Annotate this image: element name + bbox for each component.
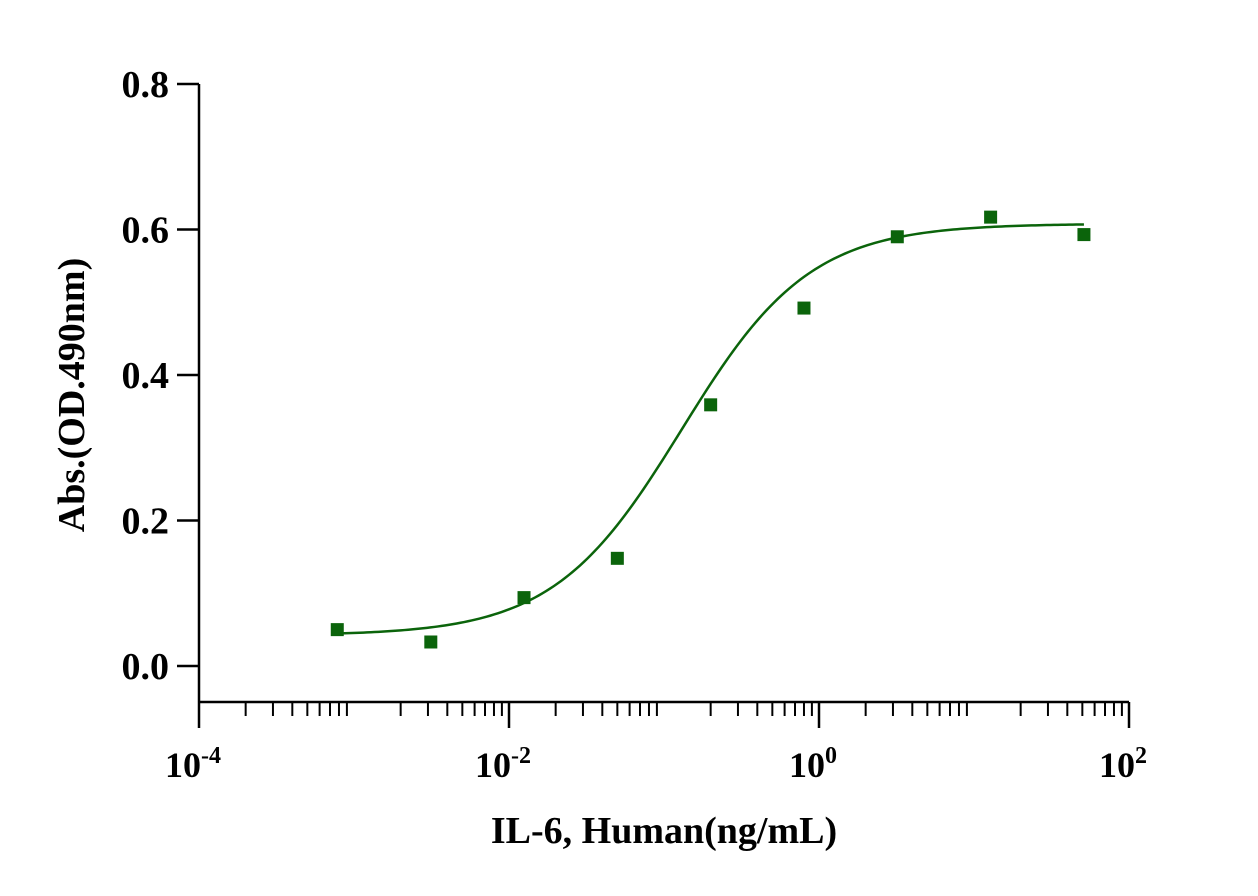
x-tick-label-exponent: -2 — [511, 743, 531, 769]
fit-curve — [337, 223, 1084, 635]
x-tick-label-base: 10 — [165, 745, 201, 785]
x-tick-label: 10-2 — [475, 743, 531, 785]
y-tick-label: 0.8 — [122, 64, 170, 106]
y-tick-label: 0.0 — [122, 646, 170, 688]
x-axis-title: IL-6, Human(ng/mL) — [491, 810, 837, 852]
x-tick-label-exponent: -4 — [201, 743, 221, 769]
data-point — [890, 230, 904, 244]
data-point — [424, 635, 438, 649]
x-tick-label: 10-4 — [165, 743, 221, 785]
x-tick-label-base: 10 — [475, 745, 511, 785]
data-point — [797, 301, 811, 315]
x-tick-label-base: 10 — [1099, 745, 1135, 785]
x-tick-label-base: 10 — [789, 745, 825, 785]
data-point — [704, 398, 718, 412]
y-tick-label: 0.2 — [122, 501, 170, 543]
y-tick-label: 0.6 — [122, 210, 170, 252]
x-tick-label: 102 — [1099, 743, 1147, 785]
x-tick-label: 100 — [789, 743, 837, 785]
x-tick-label-exponent: 0 — [825, 743, 837, 769]
x-tick-label-exponent: 2 — [1135, 743, 1147, 769]
data-point — [1077, 228, 1091, 242]
data-point — [610, 551, 624, 565]
y-axis-title: Abs.(OD.490nm) — [51, 258, 93, 532]
data-point — [517, 591, 531, 605]
data-point — [330, 623, 344, 637]
y-tick-label: 0.4 — [122, 355, 170, 397]
data-point — [984, 210, 998, 224]
